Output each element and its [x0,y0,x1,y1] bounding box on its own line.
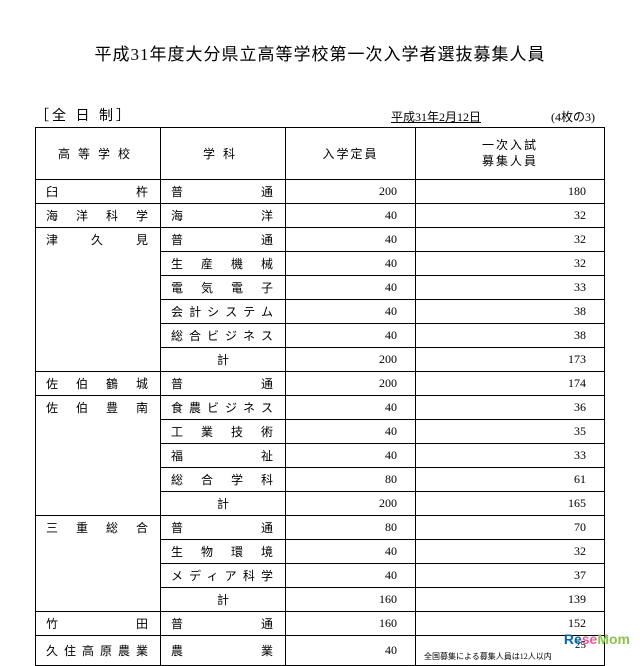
cell-recruit: 70 [416,516,605,540]
cell-dept: 福祉 [161,444,286,468]
cell-capacity: 40 [286,636,416,666]
cell-recruit: 33 [416,276,605,300]
cell-capacity: 160 [286,588,416,612]
cell-capacity: 40 [286,204,416,228]
col-recruit: 一次入試募集人員 [416,128,605,180]
cell-capacity: 200 [286,180,416,204]
cell-dept: 電気電子 [161,276,286,300]
table-row: 佐伯豊南食農ビジネス4036 [36,396,605,420]
table-row: 竹田普通160152 [36,612,605,636]
table-row: 海洋科学海洋4032 [36,204,605,228]
cell-capacity: 40 [286,324,416,348]
cell-dept: 生産機械 [161,252,286,276]
cell-capacity: 40 [286,396,416,420]
table-header-meta: ［全 日 制］ 平成31年2月12日 (4枚の3) [35,105,605,125]
cell-school: 三重総合 [36,516,161,612]
table-row: 三重総合普通8070 [36,516,605,540]
cell-dept: 食農ビジネス [161,396,286,420]
cell-capacity: 80 [286,516,416,540]
table-row: 津久見普通4032 [36,228,605,252]
cell-school: 津久見 [36,228,161,372]
cell-dept: 計 [161,348,286,372]
cell-recruit: 165 [416,492,605,516]
cell-recruit: 61 [416,468,605,492]
cell-recruit: 32 [416,228,605,252]
page-title: 平成31年度大分県立高等学校第一次入学者選抜募集人員 [35,40,605,65]
header-date: 平成31年2月12日 [391,108,481,125]
cell-recruit: 180 [416,180,605,204]
col-school: 高等学校 [36,128,161,180]
cell-dept: メディア科学 [161,564,286,588]
cell-school: 佐伯鶴城 [36,372,161,396]
cell-recruit: 174 [416,372,605,396]
recruitment-table: 高等学校 学科 入学定員 一次入試募集人員 臼杵普通200180海洋科学海洋40… [35,127,605,666]
wm-mom: Mom [597,631,630,647]
cell-recruit: 173 [416,348,605,372]
cell-dept: 総合ビジネス [161,324,286,348]
cell-school: 久住高原農業 [36,636,161,666]
col-dept: 学科 [161,128,286,180]
cell-capacity: 40 [286,252,416,276]
col-recruit-label: 一次入試募集人員 [482,138,538,169]
cell-dept: 工業技術 [161,420,286,444]
cell-dept: 普通 [161,612,286,636]
cell-capacity: 80 [286,468,416,492]
cell-capacity: 40 [286,564,416,588]
cell-capacity: 200 [286,348,416,372]
cell-dept: 普通 [161,180,286,204]
cell-recruit: 139 [416,588,605,612]
cell-capacity: 40 [286,420,416,444]
cell-dept: 生物環境 [161,540,286,564]
cell-capacity: 200 [286,372,416,396]
cell-recruit: 38 [416,324,605,348]
cell-dept: 農業 [161,636,286,666]
cell-capacity: 200 [286,492,416,516]
table-header-row: 高等学校 学科 入学定員 一次入試募集人員 [36,128,605,180]
cell-recruit: 33 [416,444,605,468]
watermark-logo: ReseMom [564,631,630,647]
cell-capacity: 160 [286,612,416,636]
cell-recruit: 36 [416,396,605,420]
cell-capacity: 40 [286,444,416,468]
cell-recruit: 35 [416,420,605,444]
cell-capacity: 40 [286,276,416,300]
cell-capacity: 40 [286,300,416,324]
cell-dept: 海洋 [161,204,286,228]
system-label: ［全 日 制］ [35,105,133,125]
wm-re: Re [564,631,582,647]
header-page: (4枚の3) [551,108,595,125]
cell-capacity: 40 [286,540,416,564]
cell-school: 佐伯豊南 [36,396,161,516]
cell-school: 臼杵 [36,180,161,204]
cell-dept: 会計システム [161,300,286,324]
table-row: 久住高原農業農業4025全国募集による募集人員は12人以内 [36,636,605,666]
col-capacity: 入学定員 [286,128,416,180]
cell-recruit: 38 [416,300,605,324]
cell-dept: 総合学科 [161,468,286,492]
cell-dept: 普通 [161,228,286,252]
table-row: 佐伯鶴城普通200174 [36,372,605,396]
cell-recruit: 32 [416,252,605,276]
cell-dept: 普通 [161,372,286,396]
cell-recruit: 37 [416,564,605,588]
table-row: 臼杵普通200180 [36,180,605,204]
wm-se: se [582,631,598,647]
cell-dept: 普通 [161,516,286,540]
cell-dept: 計 [161,588,286,612]
cell-recruit: 32 [416,204,605,228]
cell-school: 竹田 [36,612,161,636]
cell-dept: 計 [161,492,286,516]
cell-school: 海洋科学 [36,204,161,228]
cell-recruit: 32 [416,540,605,564]
cell-capacity: 40 [286,228,416,252]
